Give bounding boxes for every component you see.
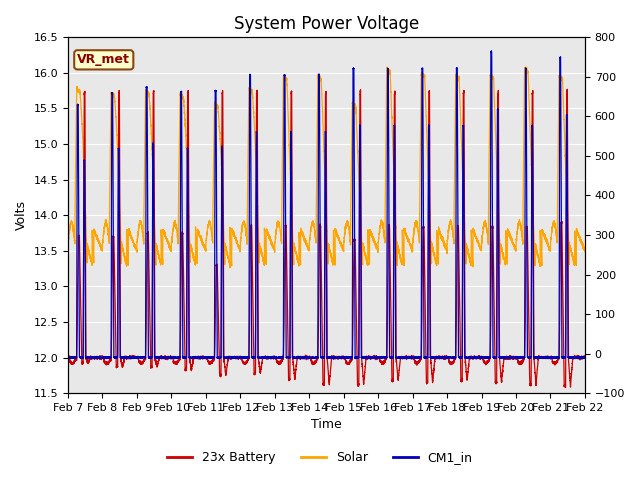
Y-axis label: Volts: Volts xyxy=(15,200,28,230)
X-axis label: Time: Time xyxy=(311,419,342,432)
Text: VR_met: VR_met xyxy=(77,53,130,66)
Title: System Power Voltage: System Power Voltage xyxy=(234,15,419,33)
Legend: 23x Battery, Solar, CM1_in: 23x Battery, Solar, CM1_in xyxy=(163,446,477,469)
